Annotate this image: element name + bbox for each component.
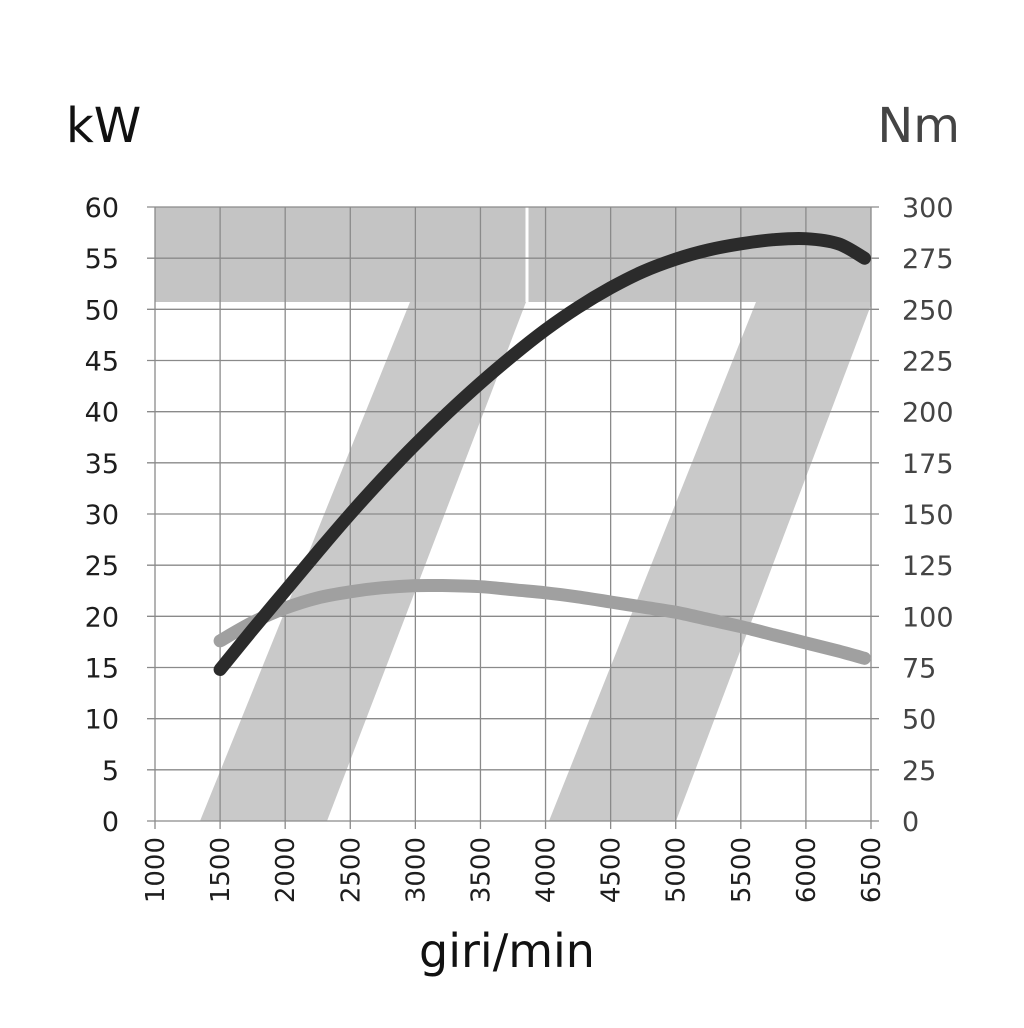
x-tick-label: 1000 (141, 837, 171, 903)
y-left-tick-label: 25 (85, 551, 119, 582)
x-tick-label: 6000 (792, 837, 822, 903)
y-left-tick-label: 35 (85, 449, 119, 480)
y-right-tick-label: 275 (902, 244, 954, 275)
x-tick-label: 2000 (271, 837, 301, 903)
x-tick-label: 6500 (857, 837, 887, 903)
y-left-tick-label: 45 (85, 347, 119, 378)
x-tick-label: 5500 (727, 837, 757, 903)
y-right-tick-label: 0 (902, 807, 919, 838)
x-tick-label: 3500 (466, 837, 496, 903)
x-tick-label: 1500 (206, 837, 236, 903)
y-right-tick-label: 75 (902, 654, 936, 685)
x-tick-label: 4500 (597, 837, 627, 903)
y-right-unit-label: Nm (877, 98, 960, 154)
y-left-unit-label: kW (66, 98, 141, 154)
y-right-tick-label: 50 (902, 705, 936, 736)
x-axis-label: giri/min (419, 924, 595, 978)
x-tick-label: 3000 (401, 837, 431, 903)
y-left-tick-label: 10 (85, 705, 119, 736)
torque-curve-nm (213, 578, 871, 665)
y-left-tick-label: 30 (85, 500, 119, 531)
y-right-tick-label: 150 (902, 500, 954, 531)
y-right-tick-label: 100 (902, 602, 954, 633)
background-watermark-layer (155, 207, 871, 821)
power-curve-kw (213, 231, 871, 676)
grid-layer (147, 206, 879, 829)
tick-layer: 0 5 10 15 20 25 30 35 40 45 50 55 60 0 25 50 75 100 125 150… (85, 193, 954, 903)
y-left-tick-label: 0 (102, 807, 119, 838)
x-tick-label: 4000 (532, 837, 562, 903)
y-right-tick-label: 25 (902, 756, 936, 787)
y-left-tick-label: 15 (85, 654, 119, 685)
y-left-tick-label: 55 (85, 244, 119, 275)
y-right-tick-label: 200 (902, 398, 954, 429)
x-tick-label: 2500 (336, 837, 366, 903)
y-right-tick-label: 225 (902, 347, 954, 378)
y-right-tick-label: 175 (902, 449, 954, 480)
series-layer (213, 231, 871, 676)
watermark-band (155, 207, 871, 302)
y-right-tick-label: 250 (902, 295, 954, 326)
y-left-tick-label: 50 (85, 295, 119, 326)
watermark-stroke (200, 302, 526, 821)
x-tick-label: 5000 (662, 837, 692, 903)
y-left-tick-label: 5 (102, 756, 119, 787)
y-right-tick-label: 300 (902, 193, 954, 224)
y-right-tick-label: 125 (902, 551, 954, 582)
watermark-stroke (549, 302, 871, 821)
y-left-tick-label: 60 (85, 193, 119, 224)
y-left-tick-label: 40 (85, 398, 119, 429)
y-left-tick-label: 20 (85, 602, 119, 633)
